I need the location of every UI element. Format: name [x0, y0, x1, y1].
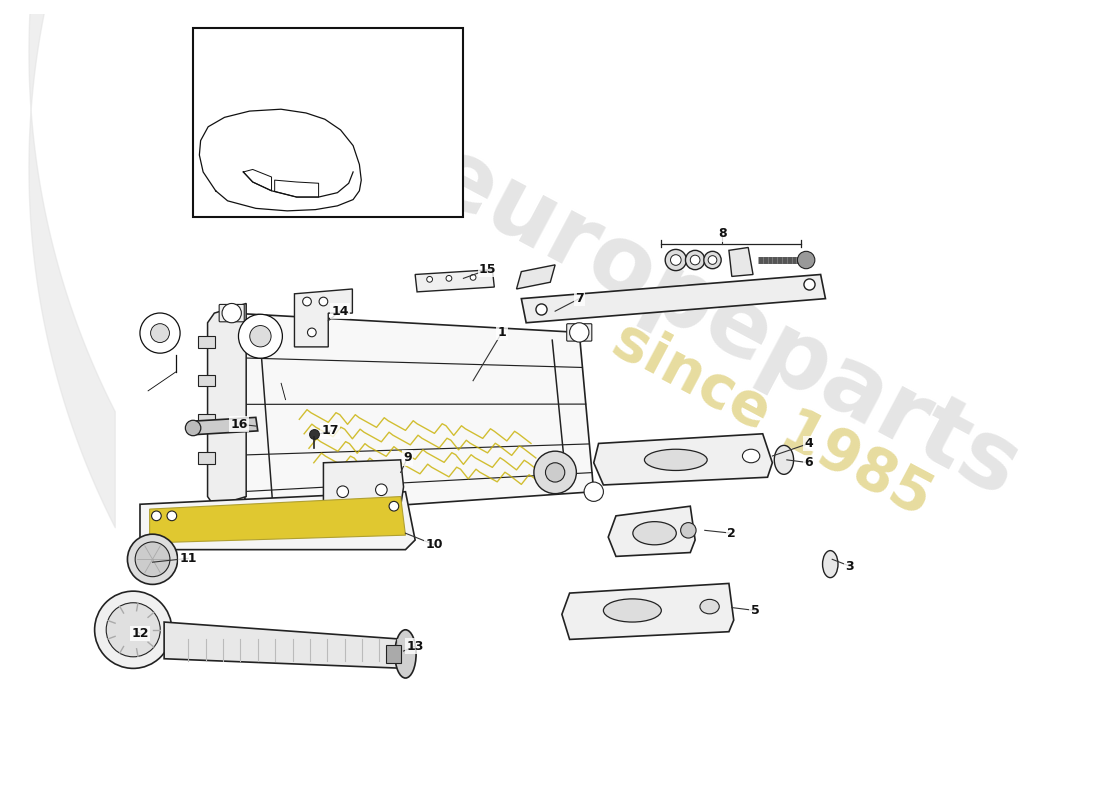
Ellipse shape: [395, 630, 416, 678]
Text: 7: 7: [575, 292, 584, 305]
Text: 14: 14: [331, 305, 349, 318]
Circle shape: [681, 522, 696, 538]
Text: europeparts: europeparts: [414, 129, 1034, 517]
Bar: [194, 28, 463, 217]
Circle shape: [308, 328, 316, 337]
Polygon shape: [232, 313, 594, 516]
Circle shape: [128, 534, 177, 584]
Polygon shape: [517, 265, 556, 289]
Circle shape: [546, 462, 564, 482]
Circle shape: [446, 275, 452, 282]
Circle shape: [236, 506, 256, 526]
Bar: [198, 375, 216, 386]
Circle shape: [152, 511, 162, 521]
Ellipse shape: [632, 522, 676, 545]
Text: 9: 9: [403, 451, 411, 465]
Circle shape: [708, 256, 717, 264]
Bar: [198, 452, 216, 464]
Text: 1: 1: [497, 326, 506, 339]
Polygon shape: [594, 434, 772, 485]
Circle shape: [534, 451, 576, 494]
Bar: [198, 414, 216, 425]
Text: 15: 15: [478, 263, 496, 276]
Circle shape: [95, 591, 172, 668]
Circle shape: [570, 322, 589, 342]
Polygon shape: [295, 289, 352, 347]
Text: since 1985: since 1985: [603, 311, 942, 527]
Bar: [386, 646, 400, 662]
Circle shape: [107, 602, 161, 657]
Polygon shape: [521, 274, 825, 322]
Ellipse shape: [742, 450, 760, 462]
FancyBboxPatch shape: [566, 324, 592, 341]
Circle shape: [302, 297, 311, 306]
Circle shape: [250, 326, 271, 347]
Ellipse shape: [774, 446, 793, 474]
Polygon shape: [164, 622, 406, 668]
Ellipse shape: [823, 550, 838, 578]
Text: 17: 17: [321, 424, 339, 438]
Text: 5: 5: [750, 604, 759, 617]
Text: 12: 12: [131, 627, 149, 640]
Circle shape: [671, 254, 681, 266]
Circle shape: [186, 420, 201, 436]
Circle shape: [222, 303, 241, 322]
Polygon shape: [415, 270, 494, 292]
Circle shape: [691, 255, 700, 265]
Text: 2: 2: [727, 526, 736, 540]
Polygon shape: [140, 492, 415, 550]
Ellipse shape: [700, 599, 719, 614]
Polygon shape: [729, 247, 754, 277]
Polygon shape: [608, 506, 695, 557]
Text: 11: 11: [179, 552, 197, 565]
Circle shape: [135, 542, 169, 577]
Circle shape: [427, 277, 432, 282]
FancyBboxPatch shape: [219, 305, 244, 322]
Circle shape: [389, 502, 398, 511]
Text: 16: 16: [231, 418, 249, 430]
Text: 10: 10: [426, 538, 443, 551]
Circle shape: [375, 484, 387, 495]
Polygon shape: [562, 583, 734, 639]
Circle shape: [704, 251, 722, 269]
Circle shape: [319, 297, 328, 306]
Circle shape: [470, 274, 476, 280]
Circle shape: [239, 314, 283, 358]
Polygon shape: [150, 497, 406, 543]
Text: 3: 3: [845, 559, 854, 573]
Text: 8: 8: [718, 227, 726, 241]
Polygon shape: [323, 460, 404, 511]
Text: 4: 4: [805, 437, 813, 450]
Text: 6: 6: [805, 456, 813, 470]
Circle shape: [167, 511, 177, 521]
Circle shape: [140, 313, 180, 353]
Circle shape: [151, 324, 169, 342]
Circle shape: [798, 251, 815, 269]
Circle shape: [584, 482, 604, 502]
Ellipse shape: [645, 450, 707, 470]
Polygon shape: [191, 418, 257, 434]
Circle shape: [666, 250, 686, 270]
Circle shape: [337, 486, 349, 498]
Ellipse shape: [604, 599, 661, 622]
Text: 13: 13: [407, 640, 424, 653]
Bar: [198, 336, 216, 348]
Polygon shape: [208, 303, 246, 506]
Circle shape: [685, 250, 705, 270]
